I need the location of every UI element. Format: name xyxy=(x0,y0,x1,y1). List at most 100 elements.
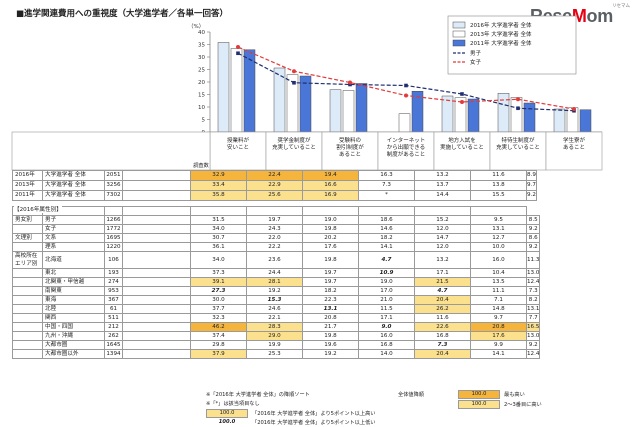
value-cell: 10.0 xyxy=(470,242,527,252)
value-cell: 27.3 xyxy=(190,286,247,296)
value-cell: 9.7 xyxy=(470,313,527,323)
category-label: あること xyxy=(563,144,585,151)
attribute-table: 男女別 男子 1266 31.5 19.7 19.0 18.6 15.2 9.5 8.5 女子 177… xyxy=(12,206,541,359)
desc-order-label: 全体値降順 xyxy=(398,392,424,398)
blank-cell xyxy=(414,206,471,216)
value-cell: 17.6 xyxy=(470,331,527,341)
category-label: 割引制度が xyxy=(336,143,364,151)
row-label: 女子 xyxy=(42,224,105,234)
value-cell: 16.8 xyxy=(358,340,415,350)
row-count: 511 xyxy=(104,313,123,323)
value-cell: 32.9 xyxy=(190,170,247,181)
value-cell: 19.7 xyxy=(302,268,359,278)
y-tick-label: 5 xyxy=(202,118,206,124)
category-box xyxy=(377,131,435,171)
row-label: 大都市圏以外 xyxy=(42,349,105,359)
row-group xyxy=(12,268,43,278)
value-cell: 28.3 xyxy=(246,322,303,332)
row-label: 北陸 xyxy=(42,304,105,314)
value-cell: 29.0 xyxy=(246,331,303,341)
value-cell: 11.1 xyxy=(470,286,527,296)
value-cell: 22.3 xyxy=(302,295,359,305)
value-cell: 19.2 xyxy=(302,349,359,359)
value-cell: 12.4 xyxy=(525,277,541,287)
row-count: 1394 xyxy=(104,349,123,359)
value-cell: * xyxy=(358,190,415,201)
spacer-cell xyxy=(122,286,191,296)
bar xyxy=(441,95,454,133)
value-cell: 19.7 xyxy=(246,215,303,225)
row-count: 367 xyxy=(104,295,123,305)
value-cell: 36.1 xyxy=(190,242,247,252)
value-cell: 29.8 xyxy=(190,340,247,350)
row-label: 大学進学者 全体 xyxy=(42,180,105,191)
legend-swatch xyxy=(452,39,466,47)
row-count: 7302 xyxy=(104,190,123,201)
y-tick-label: 30 xyxy=(198,55,205,61)
y-tick-label: 40 xyxy=(198,30,205,36)
value-cell: 20.2 xyxy=(302,233,359,243)
blank-cell xyxy=(122,206,191,216)
value-cell: 15.3 xyxy=(246,295,303,305)
row-count: 1645 xyxy=(104,340,123,350)
y-tick-label: 35 xyxy=(198,43,205,49)
value-cell: 9.2 xyxy=(525,224,541,234)
row-label: 関西 xyxy=(42,313,105,323)
value-cell: 31.5 xyxy=(190,215,247,225)
value-cell: 13.2 xyxy=(414,251,471,269)
row-year: 2011年 xyxy=(12,190,43,201)
value-cell: 22.1 xyxy=(246,313,303,323)
value-cell: 22.6 xyxy=(414,322,471,332)
spacer-cell xyxy=(122,295,191,305)
table-row: 理系 1220 36.1 22.2 17.6 14.1 12.0 10.0 9.2 xyxy=(12,242,541,252)
value-cell: 30.7 xyxy=(190,233,247,243)
value-cell: 23.6 xyxy=(246,251,303,269)
value-cell: 13.5 xyxy=(470,277,527,287)
spacer-cell xyxy=(122,313,191,323)
value-cell: 12.0 xyxy=(414,224,471,234)
swatch-high: 100.0 xyxy=(206,409,248,418)
value-cell: 7.3 xyxy=(358,180,415,191)
value-cell: 15.5 xyxy=(470,190,527,201)
line-point xyxy=(460,100,464,104)
swatch-low-label: 「2016年 大学進学者 全体」より5ポイント以上低い xyxy=(252,420,376,426)
spacer-cell xyxy=(122,224,191,234)
row-group: 男女別 xyxy=(12,215,43,225)
value-cell: 22.2 xyxy=(246,242,303,252)
value-cell: 24.3 xyxy=(246,224,303,234)
row-label: 九州・沖縄 xyxy=(42,331,105,341)
value-cell: 15.2 xyxy=(414,215,471,225)
row-count: 212 xyxy=(104,322,123,332)
row-count: 61 xyxy=(104,304,123,314)
value-cell: 16.8 xyxy=(414,331,471,341)
category-label: 奨学金制度が xyxy=(277,136,311,144)
table-row: 大都市圏 1645 29.8 19.9 19.6 16.8 7.3 9.9 9.2 xyxy=(12,340,541,350)
table-row: 大都市圏以外 1394 37.9 25.3 19.2 14.0 20.4 14.1 12.4 xyxy=(12,349,541,359)
value-cell: 14.6 xyxy=(358,224,415,234)
row-group: 高校所在エリア別 xyxy=(12,251,43,269)
value-cell: 18.6 xyxy=(358,215,415,225)
spacer-cell xyxy=(122,268,191,278)
table-row: 女子 1772 34.0 24.3 19.8 14.6 12.0 13.1 9.2 xyxy=(12,224,541,234)
value-cell: 19.4 xyxy=(302,170,359,181)
value-cell: 16.3 xyxy=(358,170,415,181)
value-cell: 24.6 xyxy=(246,304,303,314)
blank-cell xyxy=(470,206,527,216)
value-cell: 19.2 xyxy=(246,286,303,296)
row-count: 1772 xyxy=(104,224,123,234)
spacer-cell xyxy=(122,349,191,359)
value-cell: 20.4 xyxy=(414,349,471,359)
category-label: 充実していること xyxy=(496,143,540,151)
line-point xyxy=(236,51,240,56)
value-cell: 18.2 xyxy=(358,233,415,243)
value-cell: 16.9 xyxy=(302,190,359,201)
value-cell: 22.0 xyxy=(246,233,303,243)
blank-cell xyxy=(246,206,303,216)
category-label: 充実していること xyxy=(272,143,316,151)
row-year: 2016年 xyxy=(12,170,43,181)
value-cell: 19.8 xyxy=(302,251,359,269)
value-cell: 13.1 xyxy=(470,224,527,234)
table-row: 南関東 953 27.3 19.2 18.2 17.0 4.7 11.1 7.3 xyxy=(12,286,541,296)
value-cell: 22.4 xyxy=(246,170,303,181)
row-group xyxy=(12,224,43,234)
